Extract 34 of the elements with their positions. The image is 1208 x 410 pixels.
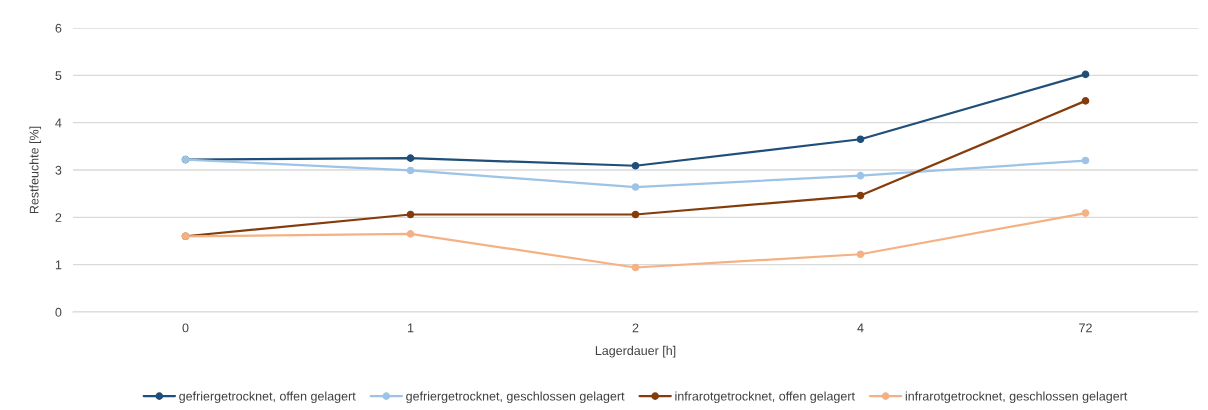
legend-label: infrarotgetrocknet, offen gelagert <box>675 391 855 404</box>
point <box>856 250 865 259</box>
point <box>856 191 865 200</box>
point <box>1081 97 1090 105</box>
point <box>631 161 640 170</box>
y-axis-title: Restfeuchte [%] <box>29 126 42 214</box>
point <box>1081 156 1090 165</box>
point <box>406 154 415 162</box>
point <box>631 183 640 191</box>
x-tick-label: 72 <box>1079 323 1092 333</box>
point <box>631 210 640 219</box>
y-tick-label: 1 <box>55 260 62 270</box>
x-tick-label: 2 <box>632 323 639 333</box>
y-tick-label: 3 <box>55 165 62 175</box>
legend-label: infrarotgetrocknet, geschlossen gelagert <box>905 391 1128 404</box>
y-tick-label: 5 <box>55 71 62 80</box>
point <box>1081 70 1090 79</box>
x-tick-label: 4 <box>857 323 864 333</box>
y-tick-label: 6 <box>55 23 62 33</box>
point <box>406 166 415 175</box>
point <box>856 171 865 180</box>
x-tick-label: 0 <box>182 323 189 333</box>
legend-label: gefriergetrocknet, geschlossen gelagert <box>406 391 625 404</box>
y-tick-label: 2 <box>55 213 62 222</box>
y-tick-label: 4 <box>55 118 62 128</box>
point <box>1081 209 1090 217</box>
point <box>406 210 415 219</box>
legend-label: gefriergetrocknet, offen gelagert <box>179 391 356 404</box>
point <box>856 135 865 144</box>
point <box>631 263 640 272</box>
point <box>406 230 415 238</box>
x-axis-title: Lagerdauer [h] <box>595 345 676 358</box>
y-tick-label: 0 <box>55 307 62 317</box>
x-tick-label: 1 <box>407 323 414 333</box>
